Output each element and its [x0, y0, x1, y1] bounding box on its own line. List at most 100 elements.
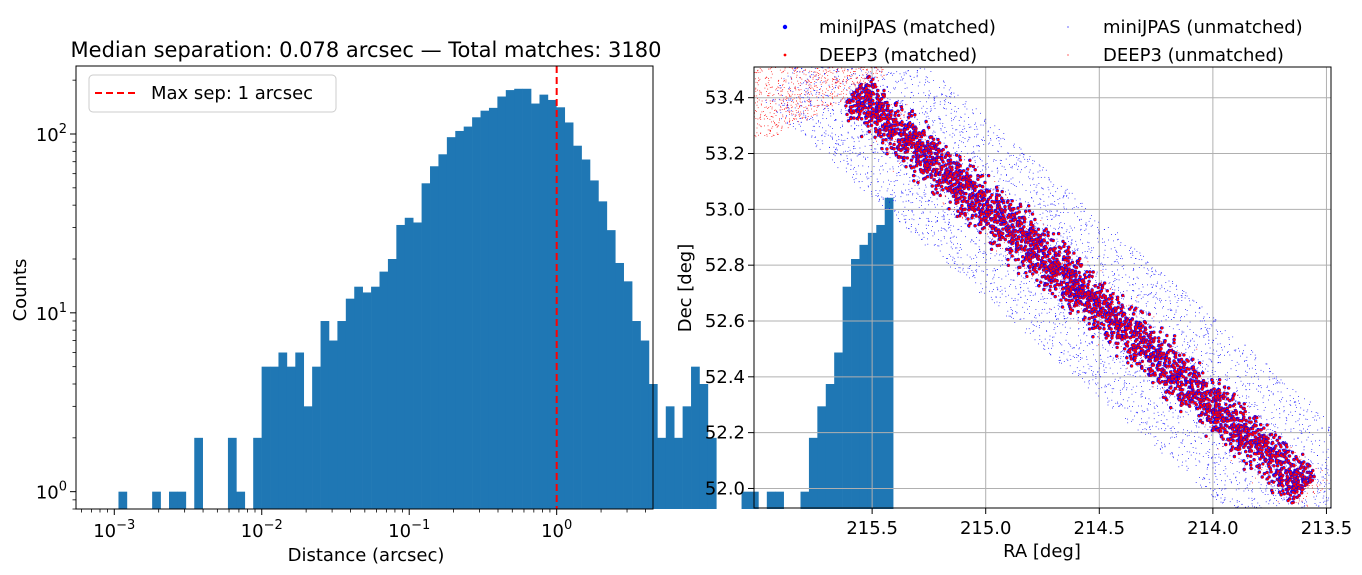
minijpas-unmatched-point: [1034, 225, 1036, 227]
minijpas-unmatched-point: [1303, 506, 1305, 508]
minijpas-unmatched-point: [1315, 412, 1317, 413]
minijpas-unmatched-point: [954, 268, 956, 269]
minijpas-unmatched-point: [887, 86, 888, 87]
minijpas-unmatched-point: [1282, 524, 1283, 525]
minijpas-unmatched-point: [931, 230, 932, 232]
minijpas-unmatched-point: [807, 57, 808, 58]
minijpas-unmatched-point: [1047, 245, 1049, 247]
minijpas-unmatched-point: [1296, 557, 1297, 558]
minijpas-unmatched-point: [1348, 474, 1349, 475]
minijpas-unmatched-point: [824, 73, 825, 74]
minijpas-unmatched-point: [1351, 492, 1352, 493]
minijpas-unmatched-point: [828, 152, 830, 154]
minijpas-unmatched-point: [1134, 323, 1135, 324]
minijpas-unmatched-point: [895, 180, 897, 182]
minijpas-unmatched-point: [1137, 365, 1139, 367]
minijpas-unmatched-point: [897, 99, 899, 101]
minijpas-unmatched-point: [984, 292, 986, 294]
minijpas-unmatched-point: [995, 296, 997, 298]
minijpas-unmatched-point: [960, 201, 961, 203]
minijpas-unmatched-point: [1226, 457, 1228, 459]
minijpas-unmatched-point: [1255, 373, 1257, 374]
minijpas-unmatched-point: [1160, 301, 1161, 303]
minijpas-unmatched-point: [1037, 171, 1039, 173]
minijpas-unmatched-point: [1248, 512, 1249, 513]
minijpas-unmatched-point: [916, 198, 917, 199]
minijpas-unmatched-point: [1282, 512, 1283, 513]
minijpas-unmatched-point: [930, 106, 932, 107]
minijpas-unmatched-point: [1089, 265, 1091, 267]
minijpas-unmatched-point: [1157, 385, 1158, 387]
minijpas-unmatched-point: [1235, 420, 1237, 422]
minijpas-unmatched-point: [1098, 232, 1099, 234]
minijpas-unmatched-point: [892, 107, 894, 109]
minijpas-unmatched-point: [1016, 312, 1018, 314]
minijpas-unmatched-point: [1035, 235, 1037, 237]
minijpas-unmatched-point: [1029, 281, 1030, 282]
minijpas-unmatched-point: [1236, 401, 1238, 403]
minijpas-unmatched-point: [1218, 464, 1220, 465]
minijpas-unmatched-point: [831, 91, 832, 93]
minijpas-unmatched-point: [1182, 416, 1184, 418]
minijpas-unmatched-point: [1265, 363, 1267, 365]
minijpas-unmatched-point: [948, 254, 950, 255]
histogram-bar: [421, 183, 431, 509]
minijpas-unmatched-point: [808, 51, 809, 52]
minijpas-unmatched-point: [1236, 387, 1238, 389]
minijpas-unmatched-point: [1125, 313, 1127, 315]
minijpas-unmatched-point: [1067, 317, 1069, 319]
minijpas-unmatched-point: [961, 230, 962, 232]
minijpas-unmatched-point: [1097, 371, 1099, 372]
minijpas-unmatched-point: [1229, 479, 1231, 480]
minijpas-unmatched-point: [1122, 350, 1124, 352]
minijpas-unmatched-point: [824, 73, 825, 75]
minijpas-unmatched-point: [1104, 384, 1106, 386]
minijpas-unmatched-point: [1266, 519, 1267, 520]
minijpas-unmatched-point: [1316, 495, 1317, 497]
minijpas-unmatched-point: [970, 265, 971, 266]
minijpas-unmatched-point: [1075, 371, 1076, 373]
minijpas-unmatched-point: [1299, 498, 1300, 500]
minijpas-unmatched-point: [1104, 241, 1105, 243]
minijpas-unmatched-point: [1183, 429, 1184, 431]
minijpas-unmatched-point: [906, 87, 908, 89]
minijpas-unmatched-point: [1002, 264, 1003, 266]
minijpas-unmatched-point: [1031, 197, 1032, 198]
minijpas-unmatched-point: [1058, 360, 1060, 361]
minijpas-unmatched-point: [1196, 422, 1198, 424]
minijpas-unmatched-point: [822, 104, 824, 106]
minijpas-unmatched-point: [1001, 195, 1003, 197]
minijpas-unmatched-point: [1148, 403, 1149, 405]
minijpas-unmatched-point: [1048, 238, 1049, 240]
minijpas-unmatched-point: [1308, 459, 1309, 460]
minijpas-unmatched-point: [1036, 321, 1038, 323]
minijpas-unmatched-point: [930, 92, 931, 94]
minijpas-unmatched-point: [933, 231, 935, 233]
minijpas-unmatched-point: [897, 218, 899, 219]
minijpas-unmatched-point: [938, 239, 939, 240]
minijpas-unmatched-point: [1130, 257, 1132, 258]
minijpas-unmatched-point: [1219, 443, 1221, 445]
minijpas-unmatched-point: [810, 100, 811, 102]
histogram-bar: [278, 352, 288, 509]
minijpas-unmatched-point: [1133, 263, 1135, 265]
minijpas-unmatched-point: [1153, 418, 1155, 420]
minijpas-unmatched-point: [1050, 181, 1052, 183]
minijpas-unmatched-point: [1350, 451, 1351, 452]
minijpas-unmatched-point: [883, 181, 884, 183]
minijpas-unmatched-point: [898, 160, 900, 162]
minijpas-unmatched-point: [1155, 302, 1156, 304]
minijpas-unmatched-point: [971, 239, 973, 240]
minijpas-unmatched-point: [1123, 365, 1125, 366]
minijpas-unmatched-point: [1209, 328, 1211, 330]
minijpas-unmatched-point: [1328, 549, 1329, 550]
minijpas-unmatched-point: [1284, 536, 1285, 537]
minijpas-unmatched-point: [1340, 438, 1341, 439]
minijpas-unmatched-point: [954, 261, 956, 262]
minijpas-unmatched-point: [1157, 388, 1158, 389]
minijpas-unmatched-point: [815, 75, 817, 77]
minijpas-unmatched-point: [1080, 357, 1081, 358]
minijpas-unmatched-point: [1171, 309, 1172, 311]
minijpas-unmatched-point: [1006, 315, 1007, 317]
minijpas-unmatched-point: [1206, 352, 1208, 354]
